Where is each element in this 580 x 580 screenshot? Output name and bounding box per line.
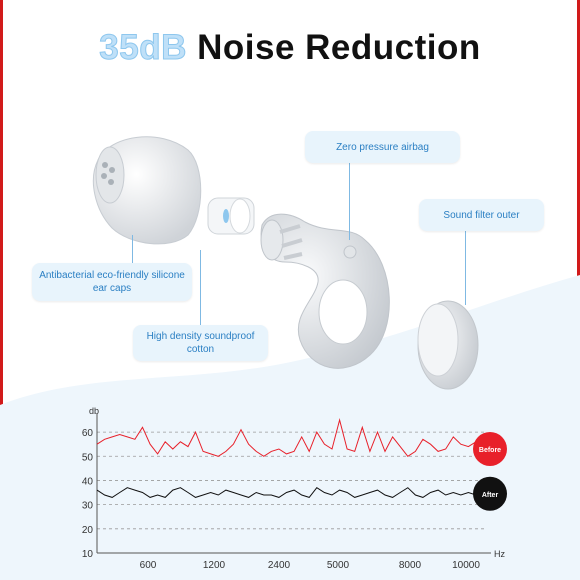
- y-tick-label: 60: [82, 428, 94, 439]
- leader-airbag: [349, 163, 350, 240]
- callout-cotton-text: High density soundproof cotton: [146, 331, 255, 355]
- leader-cotton: [200, 250, 201, 326]
- legend-before: Before: [473, 432, 507, 467]
- callout-caps-text: Antibacterial eco-friendly silicone ear …: [39, 270, 185, 294]
- x-tick-labels: 600 1200 2400 5000 8000 10000: [140, 560, 481, 571]
- callout-caps: Antibacterial eco-friendly silicone ear …: [32, 263, 192, 301]
- legend-after: After: [473, 476, 507, 511]
- y-tick-labels: 10 20 30 40 50 60: [82, 428, 94, 560]
- y-tick-label: 30: [82, 501, 94, 512]
- callout-filter-text: Sound filter outer: [443, 209, 520, 221]
- x-tick-label: 1200: [203, 560, 226, 571]
- y-axis-label: db: [89, 406, 99, 416]
- legend-after-label: After: [482, 492, 499, 499]
- soundproof-cotton-icon: [207, 197, 255, 235]
- page-title: 35dB Noise Reduction: [0, 28, 580, 68]
- chart-series: [96, 418, 477, 498]
- x-tick-label: 600: [140, 560, 157, 571]
- legend-before-badge: [473, 432, 507, 467]
- callout-airbag: Zero pressure airbag: [305, 131, 460, 163]
- sound-filter-outer-icon: [417, 300, 479, 390]
- series-line-before: [96, 418, 477, 457]
- callout-filter: Sound filter outer: [419, 199, 544, 231]
- x-tick-label: 2400: [268, 560, 291, 571]
- frame-left-border: [0, 0, 3, 580]
- title-accent: 35dB: [99, 28, 187, 68]
- silicone-cap-icon: [92, 136, 202, 245]
- y-tick-label: 50: [82, 452, 94, 463]
- x-tick-label: 8000: [399, 560, 422, 571]
- callout-cotton: High density soundproof cotton: [133, 325, 268, 361]
- y-tick-label: 40: [82, 476, 94, 487]
- chart-grid: [97, 431, 486, 530]
- chart-axes: db Hz: [89, 406, 505, 559]
- earplug-illustration: [92, 136, 479, 390]
- y-tick-label: 10: [82, 549, 94, 560]
- title-main: Noise Reduction: [197, 28, 481, 67]
- leader-caps: [132, 235, 133, 267]
- x-tick-label: 5000: [327, 560, 350, 571]
- legend-after-badge: [473, 476, 507, 511]
- earplug-body-icon: [260, 213, 390, 369]
- y-tick-label: 20: [82, 525, 94, 536]
- leader-filter: [465, 230, 466, 305]
- x-tick-label: 10000: [452, 560, 480, 571]
- series-line-after: [96, 487, 477, 498]
- callout-airbag-text: Zero pressure airbag: [336, 141, 429, 153]
- noise-chart: db Hz 10 20 30 40 50 60 600 1200 2400 5000 8000 100…: [82, 406, 507, 571]
- x-axis-label: Hz: [494, 549, 505, 559]
- chart-legend: Before After: [473, 432, 507, 511]
- legend-before-label: Before: [479, 447, 501, 454]
